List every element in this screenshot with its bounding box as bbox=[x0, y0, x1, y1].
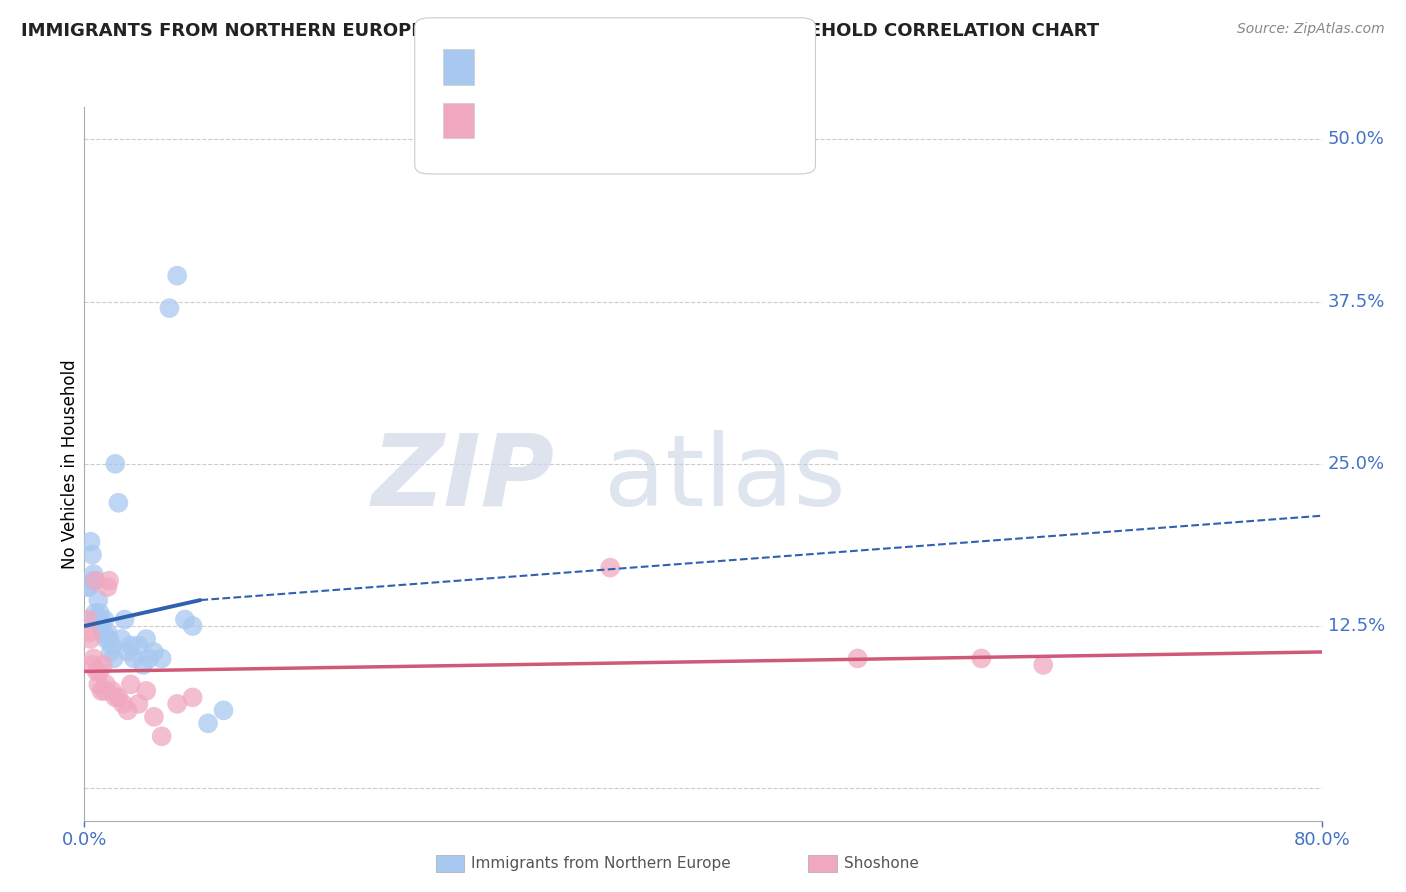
Point bbox=[181, 690, 204, 705]
Point bbox=[98, 632, 121, 646]
Point bbox=[83, 567, 105, 582]
Point bbox=[84, 574, 107, 588]
Point bbox=[82, 548, 104, 562]
Point bbox=[94, 632, 117, 646]
Point bbox=[197, 716, 219, 731]
Point bbox=[150, 729, 173, 743]
Point bbox=[138, 651, 160, 665]
Point bbox=[98, 574, 121, 588]
Point bbox=[87, 677, 110, 691]
Text: 37.5%: 37.5% bbox=[1327, 293, 1385, 310]
Point bbox=[96, 625, 118, 640]
Point bbox=[127, 639, 149, 653]
Point bbox=[117, 703, 139, 717]
Point bbox=[96, 580, 118, 594]
Point bbox=[87, 593, 110, 607]
Point bbox=[132, 657, 155, 672]
Point bbox=[94, 677, 117, 691]
Point bbox=[120, 639, 142, 653]
Point bbox=[212, 703, 235, 717]
Point bbox=[117, 645, 139, 659]
Point bbox=[181, 619, 204, 633]
Point bbox=[101, 639, 124, 653]
Point bbox=[76, 580, 98, 594]
Text: R = 0.095   N =  31: R = 0.095 N = 31 bbox=[485, 111, 676, 130]
Point bbox=[599, 560, 621, 574]
Point bbox=[114, 613, 136, 627]
Text: atlas: atlas bbox=[605, 430, 845, 526]
Point bbox=[110, 632, 132, 646]
Point bbox=[143, 710, 166, 724]
Point bbox=[135, 684, 157, 698]
Text: IMMIGRANTS FROM NORTHERN EUROPE VS SHOSHONE NO VEHICLES IN HOUSEHOLD CORRELATION: IMMIGRANTS FROM NORTHERN EUROPE VS SHOSH… bbox=[21, 22, 1099, 40]
Point bbox=[89, 613, 111, 627]
Point bbox=[77, 580, 100, 594]
Point bbox=[107, 496, 129, 510]
Point bbox=[100, 645, 122, 659]
Point bbox=[166, 697, 188, 711]
Point bbox=[91, 625, 114, 640]
Point bbox=[150, 651, 173, 665]
Point bbox=[122, 651, 145, 665]
Point bbox=[93, 684, 115, 698]
Text: Shoshone: Shoshone bbox=[844, 856, 918, 871]
Point bbox=[86, 665, 108, 679]
Point bbox=[1032, 657, 1054, 672]
Point bbox=[90, 619, 112, 633]
Point bbox=[89, 665, 111, 679]
Point bbox=[120, 677, 142, 691]
Point bbox=[970, 651, 993, 665]
Point bbox=[77, 625, 100, 640]
Point bbox=[76, 613, 98, 627]
Point bbox=[112, 697, 135, 711]
Point bbox=[89, 606, 111, 620]
Point bbox=[103, 651, 125, 665]
Point bbox=[83, 651, 105, 665]
Point bbox=[104, 690, 127, 705]
Text: ZIP: ZIP bbox=[371, 430, 554, 526]
Point bbox=[159, 301, 180, 315]
Point bbox=[174, 613, 197, 627]
Point bbox=[101, 684, 124, 698]
Text: Immigrants from Northern Europe: Immigrants from Northern Europe bbox=[471, 856, 731, 871]
Point bbox=[104, 457, 127, 471]
Point bbox=[79, 632, 101, 646]
Point bbox=[84, 613, 107, 627]
Point bbox=[127, 697, 149, 711]
Point bbox=[83, 574, 105, 588]
Point bbox=[93, 613, 115, 627]
Text: 50.0%: 50.0% bbox=[1327, 130, 1385, 148]
Point bbox=[82, 657, 104, 672]
Text: Source: ZipAtlas.com: Source: ZipAtlas.com bbox=[1237, 22, 1385, 37]
Text: 12.5%: 12.5% bbox=[1327, 617, 1385, 635]
Point bbox=[90, 684, 112, 698]
Text: R = 0.067   N = 40: R = 0.067 N = 40 bbox=[485, 57, 669, 77]
Point bbox=[91, 657, 114, 672]
Point bbox=[135, 632, 157, 646]
Text: 25.0%: 25.0% bbox=[1327, 455, 1385, 473]
Point bbox=[79, 534, 101, 549]
Point bbox=[143, 645, 166, 659]
Point bbox=[166, 268, 188, 283]
Point bbox=[846, 651, 869, 665]
Point bbox=[86, 613, 108, 627]
Y-axis label: No Vehicles in Household: No Vehicles in Household bbox=[60, 359, 79, 569]
Point bbox=[107, 690, 129, 705]
Point bbox=[84, 606, 107, 620]
